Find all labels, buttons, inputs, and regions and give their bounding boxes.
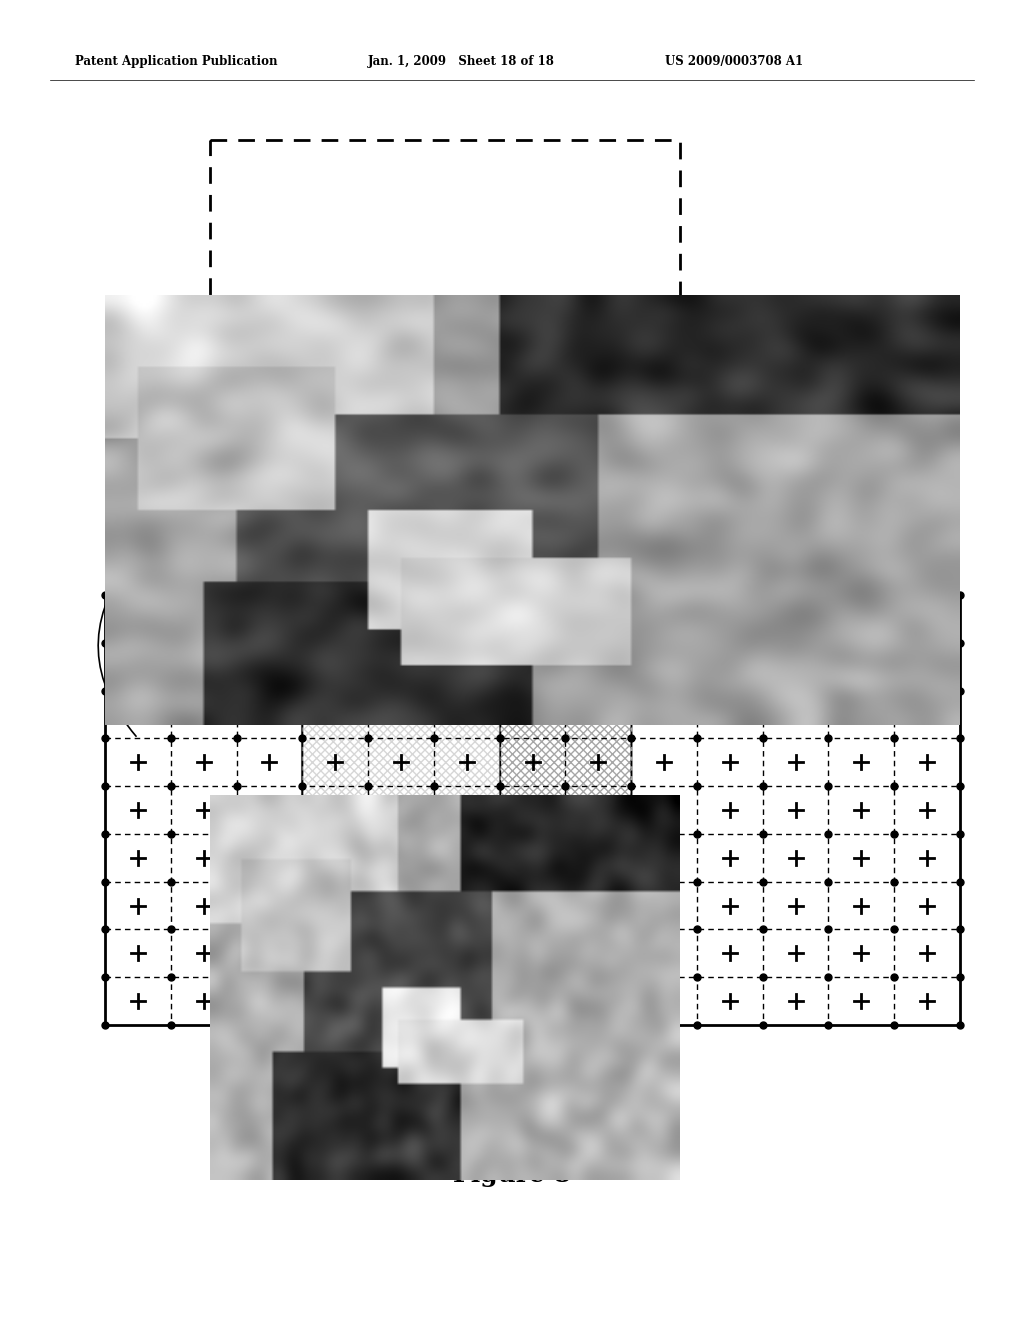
Text: Patent Application Publication: Patent Application Publication	[75, 55, 278, 69]
Text: 820: 820	[330, 541, 359, 554]
Bar	[302, 690, 500, 834]
Text: US 2009/0003708 A1: US 2009/0003708 A1	[665, 55, 803, 69]
Text: 810: 810	[635, 541, 665, 554]
Bar	[302, 595, 631, 834]
Text: 850: 850	[498, 541, 527, 554]
Text: 830: 830	[120, 541, 150, 554]
Text: Figure 8: Figure 8	[453, 1163, 571, 1187]
Bar	[210, 140, 680, 525]
Bar	[105, 595, 961, 1026]
Text: 800: 800	[795, 363, 826, 378]
Text: Jan. 1, 2009   Sheet 18 of 18: Jan. 1, 2009 Sheet 18 of 18	[368, 55, 555, 69]
